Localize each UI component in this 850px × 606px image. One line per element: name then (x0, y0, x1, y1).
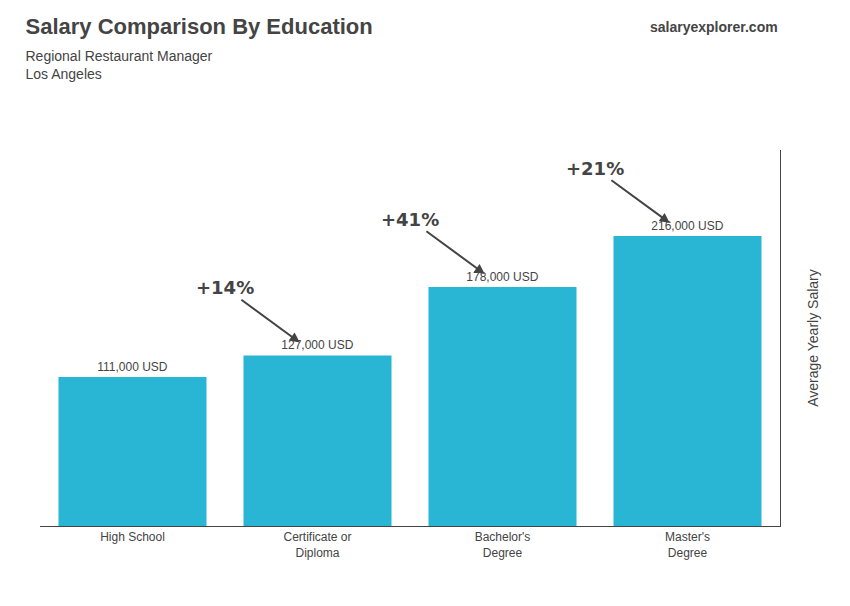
svg-text:127,000 USD: 127,000 USD (281, 338, 353, 352)
svg-text:salaryexplorer.com: salaryexplorer.com (650, 19, 778, 35)
svg-text:Salary Comparison By Education: Salary Comparison By Education (26, 14, 373, 39)
svg-text:Bachelor'sDegree: Bachelor'sDegree (475, 530, 531, 560)
svg-text:+14%: +14% (196, 277, 254, 298)
svg-text:High School: High School (100, 530, 165, 544)
svg-text:+21%: +21% (566, 158, 624, 179)
svg-text:+41%: +41% (381, 209, 439, 230)
svg-text:Certificate orDiploma: Certificate orDiploma (283, 530, 351, 560)
svg-text:178,000 USD: 178,000 USD (466, 270, 538, 284)
svg-text:111,000 USD: 111,000 USD (97, 360, 168, 374)
svg-text:Average Yearly Salary: Average Yearly Salary (805, 269, 821, 407)
svg-text:Regional Restaurant ManagerLos: Regional Restaurant ManagerLos Angeles (26, 48, 213, 82)
svg-text:216,000 USD: 216,000 USD (651, 219, 723, 233)
svg-text:Master'sDegree: Master'sDegree (665, 530, 710, 560)
